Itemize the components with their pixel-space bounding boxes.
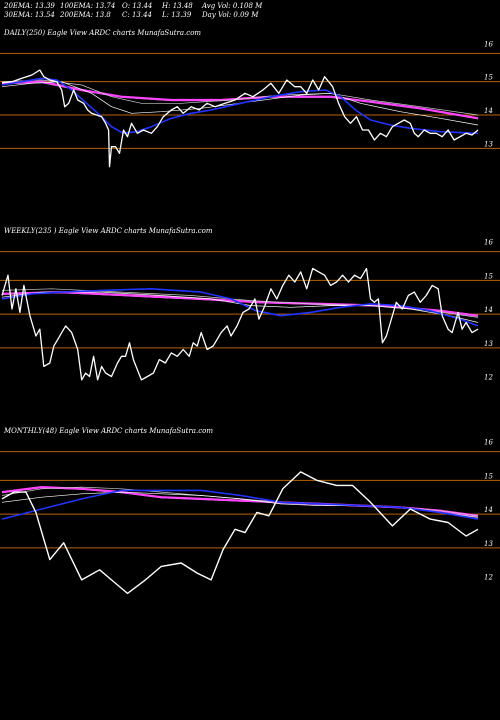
weekly-tick-label: 16 — [484, 239, 493, 247]
stat-close: C: 13.44 — [122, 11, 152, 19]
monthly-tick-label: 13 — [484, 540, 493, 548]
weekly-tick-label: 14 — [484, 306, 493, 314]
weekly-tick-label: 15 — [484, 272, 493, 280]
stat-avgvol: Avg Vol: 0.108 M — [202, 2, 263, 10]
monthly-tick-label: 14 — [484, 506, 493, 514]
daily-series-line — [1, 79, 479, 116]
daily-panel: 16 15 14 13 — [0, 40, 500, 168]
stat-ema20: 20EMA: 13.39 — [4, 2, 55, 10]
monthly-tick-label: 15 — [484, 472, 493, 480]
daily-chart-title: DAILY(250) Eagle View ARDC charts Munafa… — [4, 29, 202, 37]
monthly-series-line — [1, 471, 479, 595]
daily-tick-label: 13 — [484, 140, 493, 148]
weekly-tick-label: 12 — [484, 374, 493, 382]
stat-low: L: 13.39 — [162, 11, 192, 19]
daily-series-line — [1, 77, 479, 135]
monthly-tick-label: 16 — [484, 439, 493, 447]
daily-tick-label: 15 — [484, 74, 493, 82]
daily-tick-label: 16 — [484, 40, 493, 48]
monthly-chart-title: MONTHLY(48) Eagle View ARDC charts Munaf… — [4, 427, 213, 435]
weekly-series-line — [1, 267, 479, 381]
weekly-series-line — [1, 292, 479, 317]
stat-ema200: 200EMA: 13.8 — [60, 11, 111, 19]
weekly-panel: 16 15 14 13 12 — [0, 239, 500, 382]
stat-ema30: 30EMA: 13.54 — [4, 11, 55, 19]
weekly-series-line — [1, 291, 479, 323]
monthly-panel: 16 15 14 13 12 — [0, 439, 500, 595]
monthly-tick-label: 12 — [484, 574, 493, 582]
weekly-chart-title: WEEKLY(235 ) Eagle View ARDC charts Muna… — [4, 227, 213, 235]
stat-open: O: 13.44 — [122, 2, 153, 10]
stat-dayvol: Day Vol: 0.09 M — [202, 11, 259, 19]
daily-series-line — [1, 69, 479, 168]
weekly-tick-label: 13 — [484, 340, 493, 348]
stat-ema100: 100EMA: 13.74 — [60, 2, 116, 10]
weekly-series-line — [1, 287, 479, 327]
stat-high: H: 13.48 — [162, 2, 193, 10]
monthly-series-line — [1, 489, 479, 520]
daily-tick-label: 14 — [484, 107, 493, 115]
